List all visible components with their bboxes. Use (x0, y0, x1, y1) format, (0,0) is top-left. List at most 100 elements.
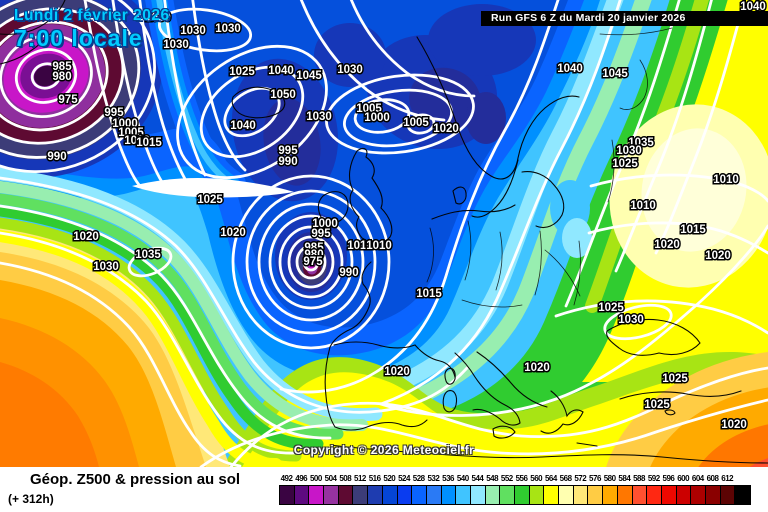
pressure-label: 1005 (403, 117, 429, 129)
pressure-label: 1010 (713, 174, 739, 186)
pressure-label: 1020 (73, 231, 99, 243)
legend-value: 512 (354, 474, 366, 483)
pressure-label: 980 (52, 71, 71, 83)
legend-cell (588, 486, 604, 504)
legend-cell (382, 486, 398, 504)
forecast-datetime: Lundi 2 février 2026 7:00 locale (14, 6, 170, 52)
legend-value: 596 (662, 474, 675, 483)
pressure-label: 990 (339, 267, 358, 279)
legend-value: 536 (442, 474, 454, 483)
pressure-label: 1020 (220, 227, 246, 239)
legend-cell (647, 486, 662, 504)
pressure-label: 1020 (384, 366, 410, 378)
legend-value: 580 (603, 474, 616, 483)
pressure-label: 1020 (705, 250, 731, 262)
isobar-contour-layer (0, 0, 768, 467)
pressure-label: 1030 (306, 111, 332, 123)
coastline-layer (0, 0, 768, 464)
pressure-label: 1025 (598, 302, 624, 314)
legend-value: 584 (618, 474, 631, 483)
legend-value-labels: 492 496 500 504 508 512 516 520 524 528 532 536 540 5… (279, 474, 750, 484)
legend-colorbar: 492 496 500 504 508 512 516 520 524 528 532 536 540 5… (279, 474, 751, 505)
pressure-label: 1030 (93, 261, 119, 273)
legend-value: 564 (544, 474, 557, 483)
pressure-label: 990 (47, 151, 66, 163)
pressure-label: 1020 (524, 362, 550, 374)
legend-cell (573, 486, 589, 504)
pressure-label: 1030 (616, 145, 642, 157)
pressure-label: 1030 (215, 23, 241, 35)
pressure-label: 980 (304, 249, 323, 261)
legend-cell (705, 486, 721, 504)
pressure-label: 995 (104, 107, 124, 119)
pressure-label: 1010 (630, 200, 656, 212)
legend-value: 548 (486, 474, 499, 483)
legend-cell (338, 486, 354, 504)
legend-cell (676, 486, 692, 504)
pressure-label: 995 (311, 228, 331, 240)
model-run-banner: Run GFS 6 Z du Mardi 20 janvier 2026 (481, 11, 768, 26)
pressure-label: 1015 (416, 288, 442, 300)
pressure-label: 1010 (124, 135, 150, 147)
legend-cell (397, 486, 413, 504)
pressure-label: 995 (278, 145, 298, 157)
legend-value: 600 (677, 474, 690, 483)
legend-value: 520 (383, 474, 396, 483)
pressure-label: 1020 (654, 239, 680, 251)
pressure-label: 1005 (118, 127, 144, 139)
legend-cell (559, 486, 574, 504)
pressure-label: 1015 (136, 137, 162, 149)
pressure-label: 1000 (112, 118, 138, 130)
legend-value: 556 (515, 474, 528, 483)
legend-value: 552 (500, 474, 513, 483)
legend-cell (412, 486, 427, 504)
pressure-label: 1030 (163, 39, 189, 51)
pressure-label: 1040 (268, 65, 294, 77)
legend-cell (353, 486, 369, 504)
map-footer: Géop. Z500 & pression au sol (+ 312h) 49… (0, 467, 768, 512)
pressure-label: 1030 (180, 25, 206, 37)
forecast-lead-time: (+ 312h) (8, 492, 54, 506)
pressure-label: 1025 (662, 373, 688, 385)
legend-cell (309, 486, 325, 504)
legend-value: 540 (456, 474, 469, 483)
legend-value: 508 (339, 474, 352, 483)
legend-cell (735, 486, 750, 504)
legend-cell (720, 486, 736, 504)
legend-value: 524 (398, 474, 410, 483)
legend-color-cells (279, 485, 751, 505)
legend-cell (500, 486, 515, 504)
legend-value: 560 (530, 474, 543, 483)
pressure-label: 1045 (602, 68, 628, 80)
legend-cell (485, 486, 501, 504)
forecast-time: 7:00 locale (14, 25, 143, 51)
legend-value: 544 (471, 474, 484, 483)
legend-cell (456, 486, 471, 504)
pressure-label: 1025 (229, 66, 255, 78)
pressure-label: 1045 (296, 70, 322, 82)
pressure-label: 1030 (337, 64, 363, 76)
pressure-label: 1010 (366, 240, 392, 252)
legend-value: 528 (412, 474, 425, 483)
legend-cell (515, 486, 530, 504)
legend-cell (632, 486, 648, 504)
pressure-label: 1040 (230, 120, 256, 132)
pressure-label: 1000 (364, 112, 390, 124)
legend-cell (426, 486, 442, 504)
legend-cell (294, 486, 310, 504)
pressure-label: 985 (304, 242, 324, 254)
pressure-label: 1025 (197, 194, 223, 206)
forecast-date: Lundi 2 février 2026 (14, 7, 170, 24)
pressure-label: 1035 (628, 137, 654, 149)
pressure-label: 1040 (557, 63, 583, 75)
legend-cell (324, 486, 339, 504)
legend-value: 608 (706, 474, 719, 483)
legend-cell (603, 486, 618, 504)
pressure-label: 1035 (135, 249, 161, 261)
legend-cell (441, 486, 457, 504)
pressure-label: 1025 (612, 158, 638, 170)
legend-cell (470, 486, 486, 504)
legend-value: 592 (647, 474, 660, 483)
